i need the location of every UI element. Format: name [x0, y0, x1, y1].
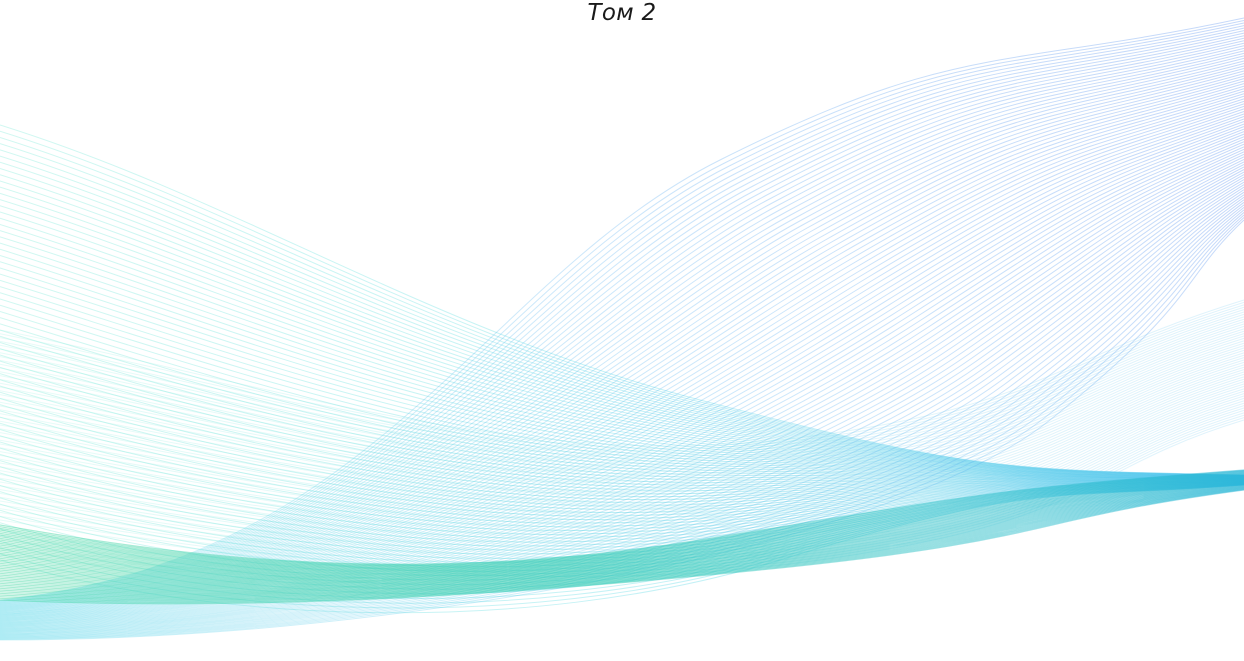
wave-band-light	[0, 299, 1244, 578]
wave-band-green	[0, 469, 1244, 605]
volume-label: Том 2	[587, 0, 657, 26]
